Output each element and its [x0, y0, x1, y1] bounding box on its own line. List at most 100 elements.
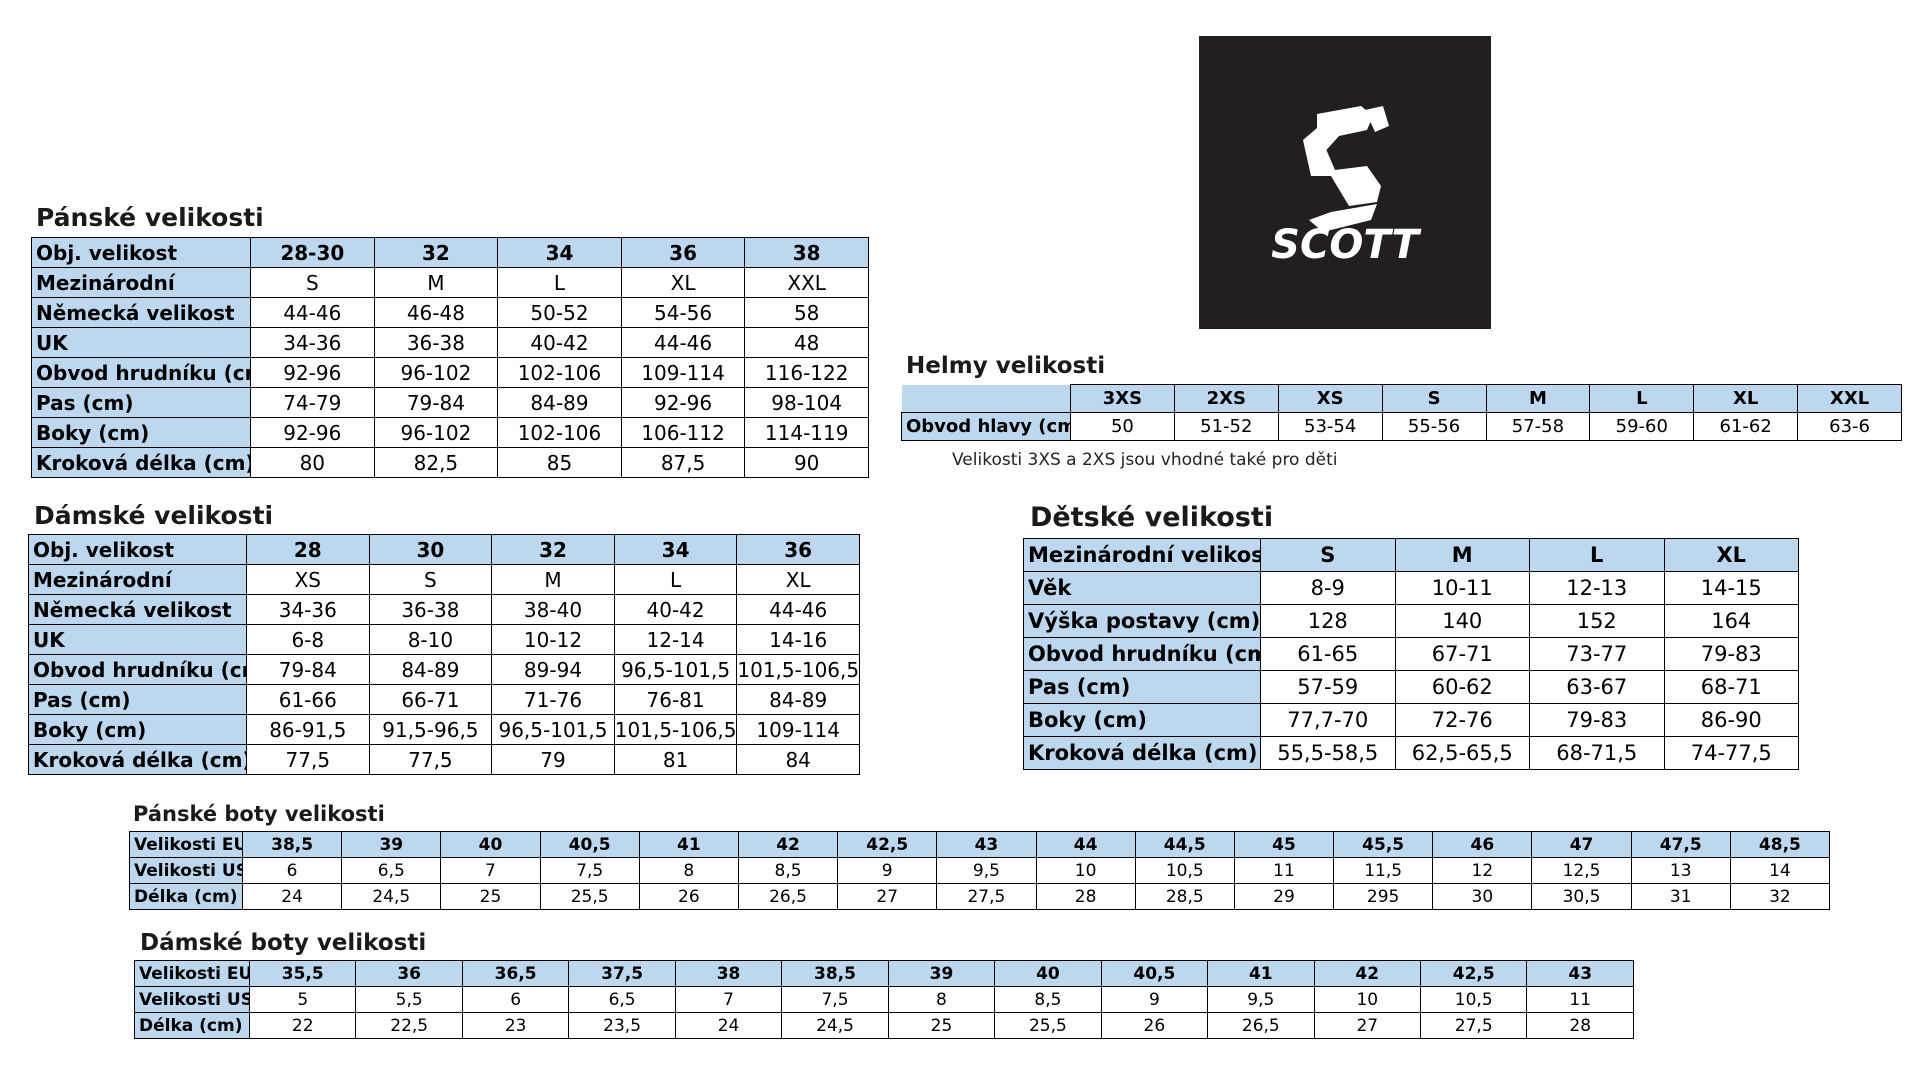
header-cell: 32 [373, 237, 499, 268]
table-cell: 91,5-96,5 [368, 714, 493, 745]
row-label: Boky (cm) [28, 714, 247, 745]
mens-shoes-title: Pánské boty velikosti [133, 802, 385, 826]
table-cell: 68-71 [1663, 670, 1799, 704]
table-cell: 28 [1035, 883, 1136, 910]
table-cell: 295 [1333, 883, 1434, 910]
table-cell: 7 [674, 986, 783, 1013]
table-cell: 25 [440, 883, 541, 910]
header-cell: 34 [613, 534, 738, 565]
table-cell: 96-102 [373, 417, 499, 448]
row-label: Velikosti US [129, 857, 243, 884]
table-cell: 79-84 [373, 387, 499, 418]
table-cell: 29 [1233, 883, 1335, 910]
header-cell: 44,5 [1134, 831, 1235, 858]
table-cell: 9 [837, 857, 938, 884]
table-cell: 55,5-58,5 [1260, 736, 1396, 770]
table-cell: 7 [440, 857, 541, 884]
table-cell: 34-36 [250, 327, 375, 358]
table-cell: 27 [1313, 1012, 1421, 1039]
table-cell: 51-52 [1173, 412, 1279, 441]
table-header-row: Obj. velikost 28-30 32 34 36 38 [31, 237, 869, 268]
table-cell: 62,5-65,5 [1394, 736, 1530, 770]
table-cell: 30,5 [1531, 883, 1632, 910]
table-cell: 59-60 [1589, 412, 1695, 441]
table-cell: XL [620, 267, 746, 298]
table-cell: 90 [744, 447, 869, 478]
table-cell: 10 [1313, 986, 1421, 1013]
table-cell: 48 [744, 327, 869, 358]
table-header-row: Obj. velikost 28 30 32 34 36 [28, 534, 860, 565]
table-cell: 27,5 [936, 883, 1037, 910]
row-label: Velikosti US [134, 986, 250, 1013]
table-row: Pas (cm) 74-79 79-84 84-89 92-96 98-104 [31, 387, 869, 418]
table-cell: 12-14 [613, 624, 738, 655]
row-label: Pas (cm) [1023, 670, 1261, 704]
table-cell: 26 [1100, 1012, 1209, 1039]
table-cell: 92-96 [620, 387, 746, 418]
table-cell: 101,5-106,5 [613, 714, 738, 745]
womens-title: Dámské velikosti [34, 501, 274, 530]
header-cell: 35,5 [248, 960, 357, 987]
table-row: Kroková délka (cm) 77,5 77,5 79 81 84 [28, 744, 860, 775]
header-cell: 36,5 [461, 960, 570, 987]
table-cell: 84-89 [368, 654, 493, 685]
table-row: Německá velikost 34-36 36-38 38-40 40-42 44-4… [28, 594, 860, 625]
table-cell: 25,5 [994, 1012, 1102, 1039]
table-cell: 79-83 [1529, 703, 1665, 737]
table-cell: 11 [1526, 986, 1634, 1013]
header-cell: 37,5 [568, 960, 676, 987]
table-cell: 8,5 [737, 857, 839, 884]
womens-shoes-title: Dámské boty velikosti [140, 930, 427, 956]
table-cell: 55-56 [1381, 412, 1487, 441]
row-label: Boky (cm) [1023, 703, 1261, 737]
table-cell: 61-65 [1260, 637, 1396, 671]
table-cell: 23,5 [568, 1012, 676, 1039]
header-cell: 43 [1526, 960, 1634, 987]
scott-wordmark: SCOTT [1271, 222, 1421, 268]
table-cell: 96,5-101,5 [491, 714, 615, 745]
table-cell: L [613, 564, 738, 595]
table-cell: 50-52 [497, 297, 622, 328]
table-cell: 11 [1233, 857, 1335, 884]
table-row: Obvod hrudníku (cm)92-9696-102102-106109… [31, 357, 869, 388]
table-row: Mezinárodní S M L XL XXL [31, 267, 869, 298]
table-cell: 86-91,5 [246, 714, 370, 745]
table-row: UK 6-8 8-10 10-12 12-14 14-16 [28, 624, 860, 655]
table-cell: 89-94 [491, 654, 615, 685]
row-label: Kroková délka (cm) [1023, 736, 1261, 770]
table-cell: 79-83 [1663, 637, 1799, 671]
table-cell: 50 [1070, 412, 1175, 441]
row-label: Mezinárodní [28, 564, 247, 595]
table-cell: 10 [1035, 857, 1136, 884]
table-cell: 77,5 [246, 744, 370, 775]
table-cell: 77,5 [368, 744, 493, 775]
header-cell: 32 [491, 534, 615, 565]
table-row: Boky (cm) 92-96 96-102 102-106 106-112 114-11… [31, 417, 869, 448]
row-label: Obj. velikost [31, 237, 251, 268]
table-cell: 31 [1630, 883, 1731, 910]
header-cell: XS [1277, 384, 1383, 413]
table-cell: 140 [1394, 604, 1530, 638]
header-cell: 48,5 [1729, 831, 1831, 858]
table-row: Boky (cm) 86-91,5 91,5-96,5 96,5-101,5 101,5… [28, 714, 860, 745]
row-label: Délka (cm) [129, 883, 243, 910]
table-row: Velikosti US 6 6,5 7 7,5 8 8,5 9 9,5 10 10,5 11 11,5… [129, 857, 1831, 884]
table-cell: M [373, 267, 499, 298]
mens-title: Pánské velikosti [36, 203, 264, 232]
table-cell: 44-46 [736, 594, 860, 625]
header-cell: 38 [744, 237, 869, 268]
table-cell: 36-38 [373, 327, 499, 358]
table-cell: 98-104 [744, 387, 869, 418]
table-cell: 87,5 [620, 447, 746, 478]
header-cell: L [1589, 384, 1695, 413]
table-row: Délka (cm) 24 24,5 25 25,5 26 26,5 27 27,5 28 28,5… [129, 883, 1831, 910]
header-cell: 2XS [1173, 384, 1279, 413]
table-cell: 38-40 [491, 594, 615, 625]
table-cell: 6-8 [246, 624, 370, 655]
helmets-note: Velikosti 3XS a 2XS jsou vhodné také pro… [952, 450, 1338, 470]
header-cell: 43 [936, 831, 1037, 858]
header-cell: 30 [368, 534, 493, 565]
empty-corner-cell [901, 384, 1071, 413]
header-cell: 39 [341, 831, 442, 858]
table-cell: 82,5 [373, 447, 499, 478]
